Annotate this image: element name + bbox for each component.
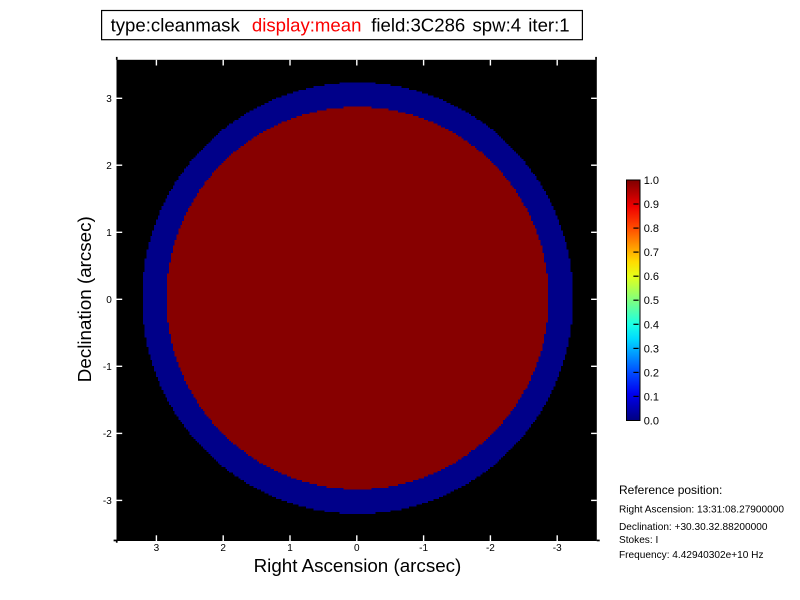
svg-text:-2: -2 [103,429,112,440]
svg-text:Declination (arcsec): Declination (arcsec) [74,216,95,382]
svg-text:0.8: 0.8 [644,223,659,235]
svg-text:0: 0 [354,543,360,554]
svg-text:-2: -2 [486,543,495,554]
svg-text:Frequency: 4.42940302e+10 Hz: Frequency: 4.42940302e+10 Hz [619,550,764,561]
svg-text:spw:4: spw:4 [473,14,522,35]
svg-text:iter:1: iter:1 [528,14,569,35]
svg-text:0.6: 0.6 [644,271,659,283]
svg-text:Right Ascension: 13:31:08.2790: Right Ascension: 13:31:08.27900000 [619,504,784,515]
svg-text:0.0: 0.0 [644,415,659,427]
svg-text:type:cleanmask: type:cleanmask [111,14,241,35]
svg-text:0.4: 0.4 [644,319,659,331]
svg-text:display:mean: display:mean [252,14,362,35]
svg-text:1: 1 [106,228,112,239]
svg-text:Declination: +30.30.32.8820000: Declination: +30.30.32.88200000 [619,522,768,533]
svg-text:3: 3 [106,94,112,105]
svg-text:0.5: 0.5 [644,295,659,307]
svg-text:1.0: 1.0 [644,175,659,187]
svg-text:2: 2 [220,543,226,554]
svg-text:0.3: 0.3 [644,343,659,355]
svg-text:Stokes: I: Stokes: I [619,535,658,546]
svg-text:0.7: 0.7 [644,247,659,259]
svg-text:-1: -1 [419,543,428,554]
svg-text:field:3C286: field:3C286 [371,14,465,35]
svg-text:3: 3 [154,543,160,554]
svg-text:0.9: 0.9 [644,199,659,211]
svg-text:-3: -3 [553,543,562,554]
svg-text:0.2: 0.2 [644,367,659,379]
svg-text:Reference position:: Reference position: [619,483,722,497]
svg-text:-1: -1 [103,362,112,373]
svg-text:2: 2 [106,161,112,172]
svg-text:-3: -3 [103,496,112,507]
svg-text:Right Ascension (arcsec): Right Ascension (arcsec) [254,555,462,576]
svg-text:1: 1 [287,543,293,554]
svg-text:0: 0 [106,295,112,306]
svg-text:0.1: 0.1 [644,391,659,403]
